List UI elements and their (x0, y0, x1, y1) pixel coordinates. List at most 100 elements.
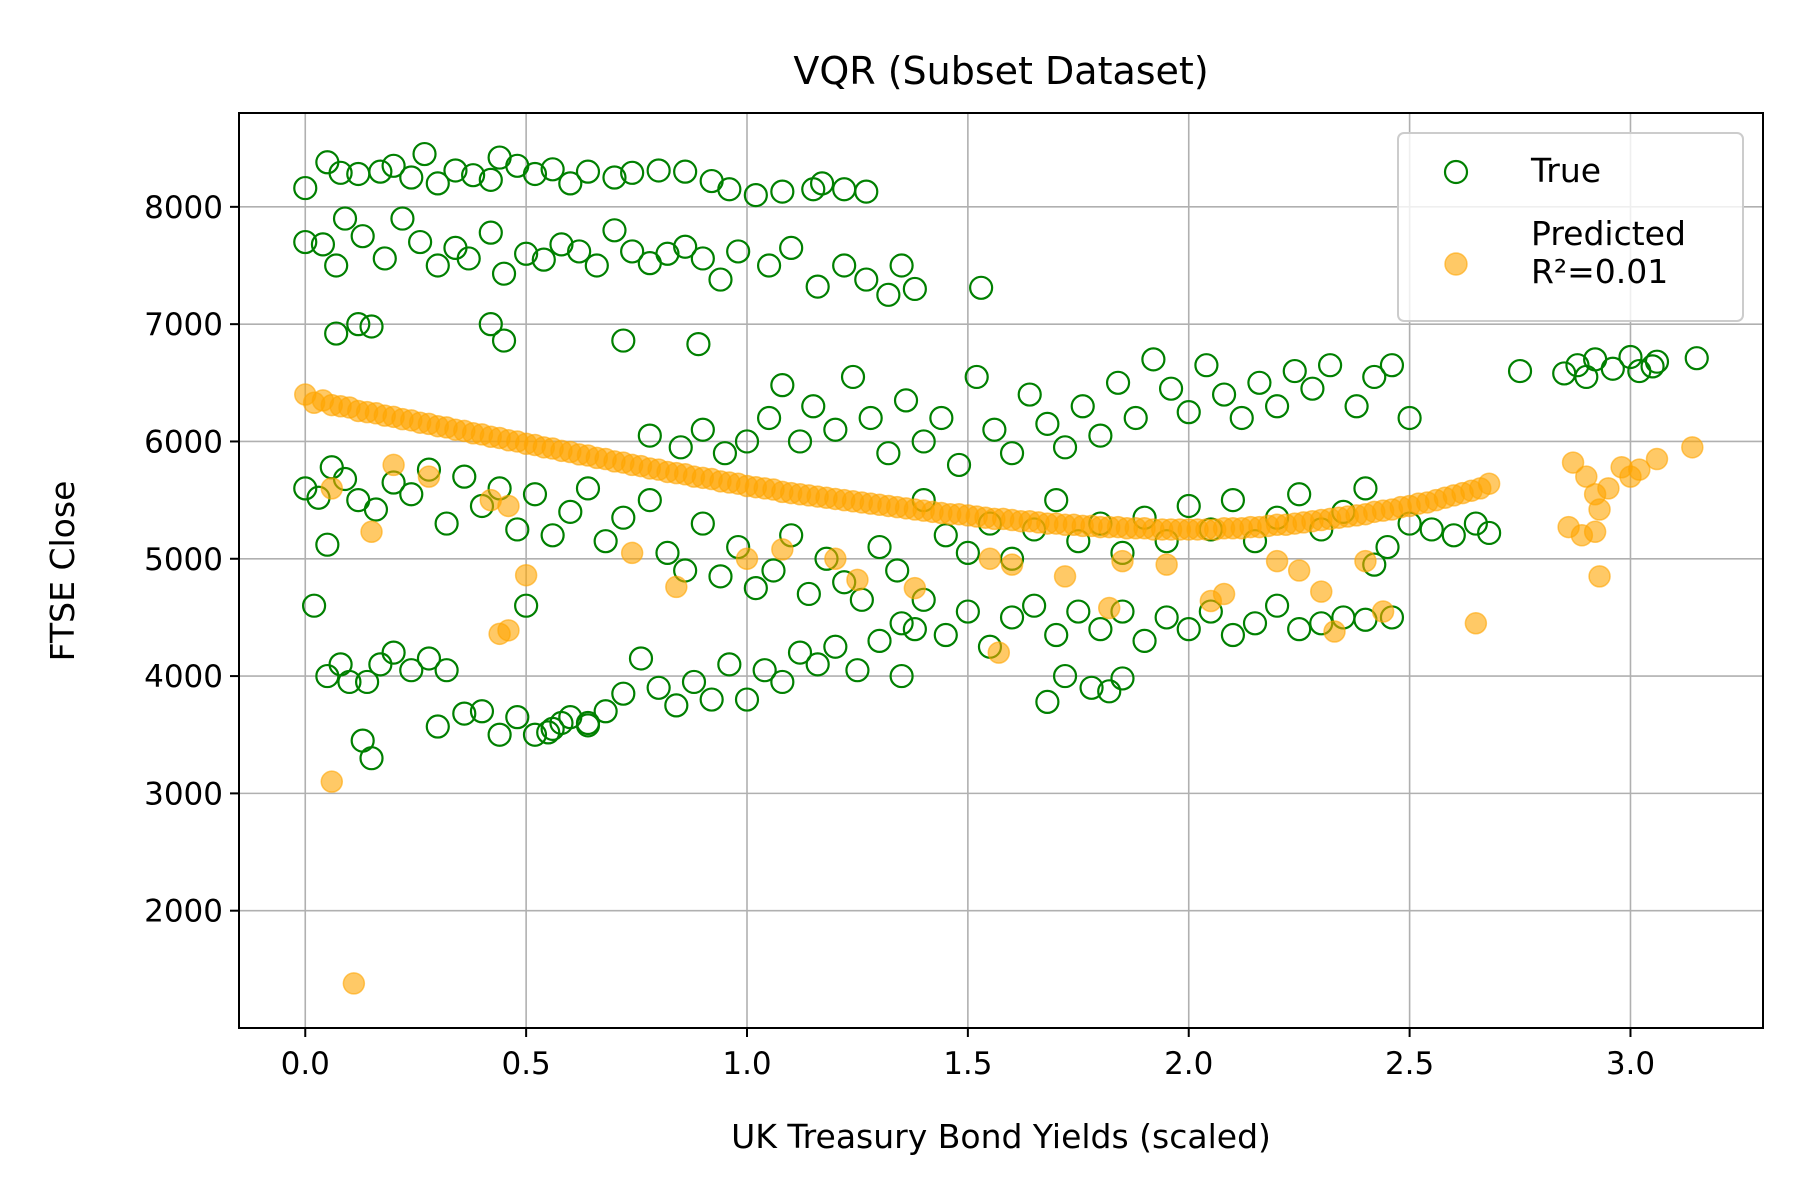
true-point (734, 687, 760, 712)
predicted-point (1583, 520, 1607, 544)
true-point (845, 658, 870, 683)
true-point (478, 167, 503, 192)
true-point (1220, 622, 1246, 648)
predicted-point (771, 538, 794, 561)
true-point (673, 234, 698, 259)
true-point (456, 246, 481, 271)
true-point (832, 177, 857, 202)
y-tick-label: 3000 (144, 776, 223, 812)
true-point (933, 622, 958, 648)
true-point (655, 540, 680, 566)
true-point (867, 628, 892, 653)
true-point (1044, 622, 1069, 648)
true-point (646, 158, 671, 183)
true-point (549, 232, 574, 257)
true-point (655, 241, 680, 266)
true-point (505, 517, 530, 542)
true-point (1097, 679, 1122, 704)
true-point (522, 161, 548, 187)
chart-title: VQR (Subset Dataset) (793, 49, 1208, 93)
true-point (1344, 394, 1369, 419)
true-point (381, 153, 406, 178)
true-point (646, 675, 671, 700)
true-point (408, 229, 433, 255)
true-point (505, 705, 530, 730)
true-point (575, 713, 601, 738)
true-point (1419, 517, 1444, 542)
true-point (832, 253, 857, 278)
true-point (1105, 370, 1131, 395)
true-point (1052, 663, 1078, 689)
predicted-point (320, 477, 344, 500)
true-point (368, 159, 393, 184)
true-point (756, 405, 782, 431)
true-point (368, 652, 393, 677)
true-point (787, 429, 813, 454)
true-point (734, 429, 760, 454)
predicted-point (824, 547, 847, 571)
predicted-point (903, 576, 927, 600)
true-point (779, 235, 804, 261)
true-point (1154, 605, 1179, 630)
true-point (1141, 347, 1166, 372)
predicted-point (1053, 565, 1077, 588)
true-point (346, 312, 371, 337)
predicted-point (1561, 451, 1585, 474)
true-point (1088, 423, 1113, 448)
true-point (708, 564, 733, 589)
true-point (999, 605, 1025, 630)
true-point (801, 394, 826, 419)
true-point (999, 441, 1025, 466)
true-point (399, 482, 424, 507)
true-point (425, 253, 450, 278)
true-point (911, 429, 936, 454)
true-point (593, 529, 618, 554)
true-point (858, 405, 883, 431)
true-point (628, 646, 654, 671)
true-point (752, 658, 777, 683)
true-point (1397, 405, 1422, 431)
true-point (690, 417, 715, 442)
predicted-point (987, 641, 1011, 664)
y-axis-label: FTSE Close (43, 481, 82, 662)
true-point (686, 331, 711, 357)
true-point (893, 388, 919, 413)
true-point (902, 617, 927, 642)
true-point (823, 634, 848, 659)
y-tick-label: 7000 (144, 307, 223, 343)
predicted-point (1645, 447, 1669, 471)
true-point (301, 593, 327, 618)
x-axis-label: UK Treasury Bond Yields (scaled) (731, 1117, 1271, 1156)
true-point (1242, 611, 1268, 636)
true-point (1110, 666, 1135, 691)
predicted-point (497, 619, 520, 642)
true-point (514, 241, 539, 266)
true-point (491, 261, 517, 286)
true-point (355, 669, 380, 695)
true-point (743, 575, 768, 601)
true-point (805, 652, 830, 677)
true-point (478, 220, 503, 245)
true-point (668, 435, 693, 460)
true-point (1264, 593, 1290, 618)
true-point (982, 417, 1007, 442)
true-point (664, 693, 689, 718)
true-point (536, 720, 561, 745)
true-point (1194, 353, 1219, 378)
predicted-point (735, 547, 759, 571)
true-point (491, 328, 517, 353)
true-point (1132, 628, 1157, 653)
predicted-point (514, 563, 538, 587)
predicted-point (1628, 458, 1651, 481)
predicted-point (1323, 620, 1346, 643)
legend-label-line: Predicted (1531, 214, 1686, 253)
true-point (964, 364, 989, 390)
true-point (840, 364, 866, 390)
true-point (1300, 376, 1325, 401)
true-point (452, 464, 477, 489)
true-point (293, 175, 318, 201)
true-point (849, 587, 874, 612)
true-point (1229, 405, 1254, 431)
true-point (531, 247, 556, 272)
true-point (1507, 358, 1533, 384)
